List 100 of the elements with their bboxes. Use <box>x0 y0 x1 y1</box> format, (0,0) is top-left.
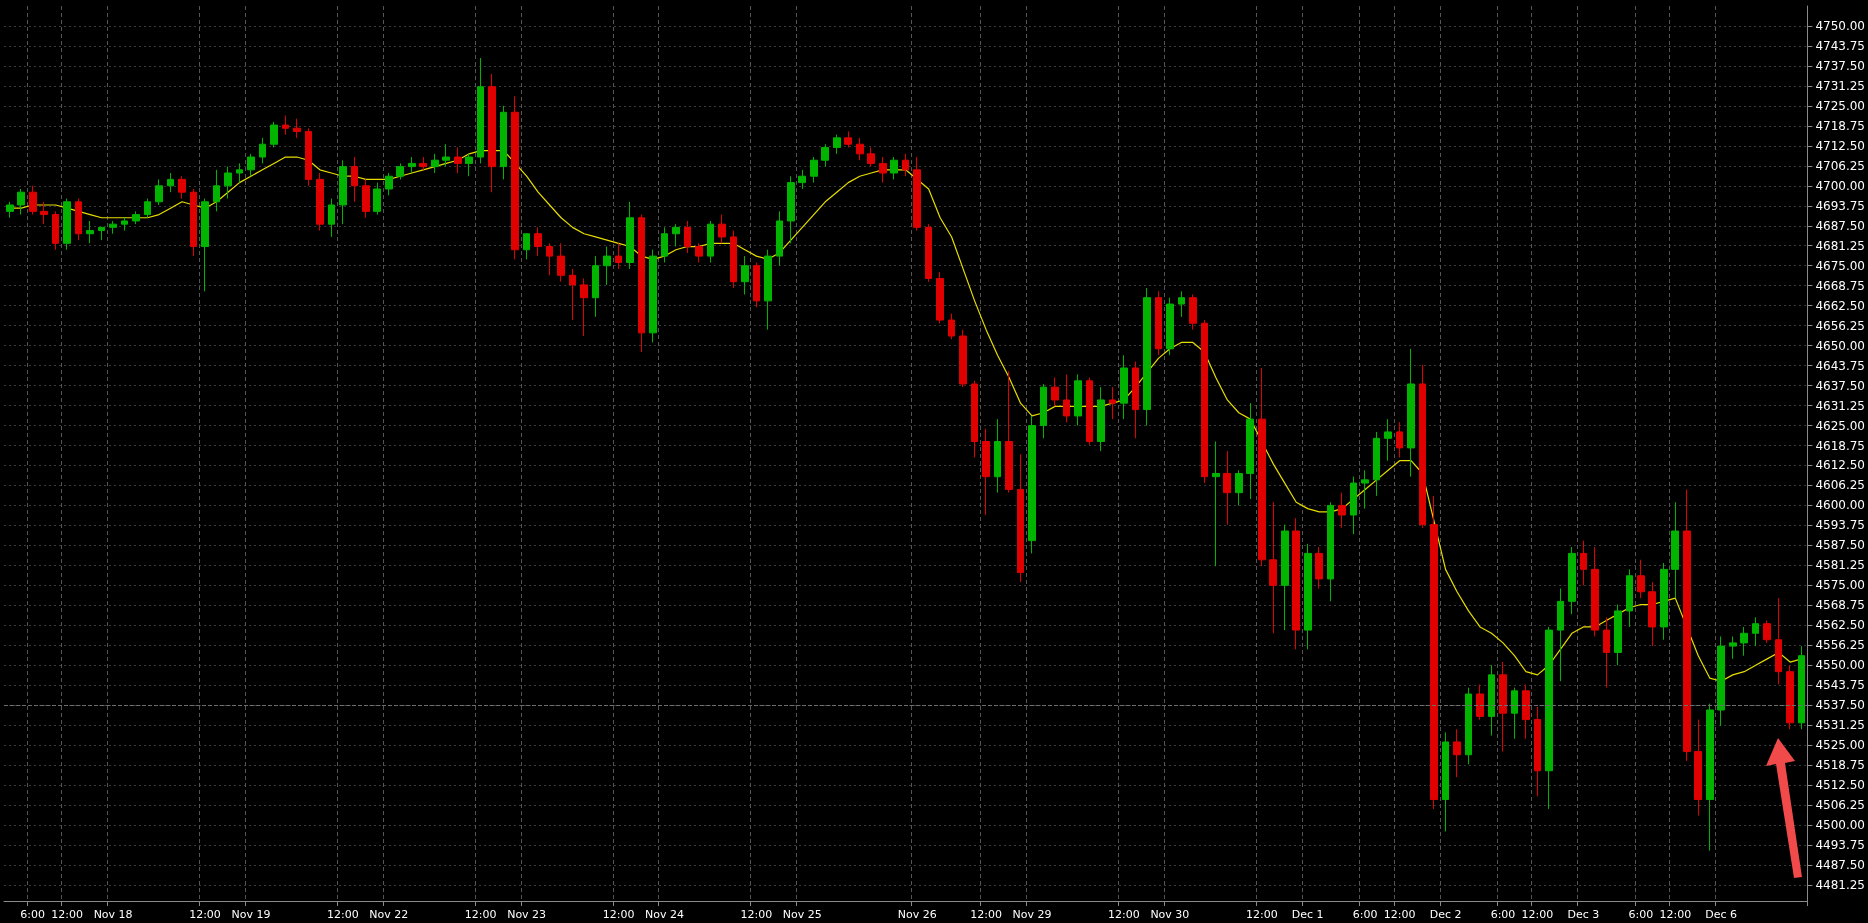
candlestick <box>902 153 909 177</box>
y-tick-label: 4506.25 <box>1815 798 1865 813</box>
y-tick-label: 4575.00 <box>1815 578 1865 593</box>
candlestick <box>408 156 416 174</box>
x-tick-label: 6:00 <box>1352 908 1378 921</box>
y-tick-label: 4550.00 <box>1815 658 1865 673</box>
candlestick <box>1557 588 1564 682</box>
candlestick <box>17 188 25 216</box>
x-tick-label: 12:00 <box>189 908 221 921</box>
x-tick-label: Dec 2 <box>1429 908 1462 921</box>
y-tick-label: 4531.25 <box>1815 718 1865 733</box>
candlestick <box>454 146 462 174</box>
candlestick <box>511 95 519 260</box>
candlestick <box>1775 597 1782 685</box>
candlestick <box>1223 450 1231 526</box>
x-tick-label: Dec 1 <box>1291 908 1324 921</box>
candlestick <box>913 156 921 232</box>
y-tick-label: 4750.00 <box>1815 18 1865 33</box>
candlestick <box>178 175 186 200</box>
candlestick <box>580 278 588 337</box>
candlestick <box>534 226 542 257</box>
candlestick <box>1120 354 1128 420</box>
candlestick <box>1361 469 1369 510</box>
y-tick-label: 4650.00 <box>1815 338 1865 353</box>
candlestick <box>396 162 404 180</box>
y-tick-label: 4562.50 <box>1815 618 1865 633</box>
candlestick <box>661 226 668 264</box>
candlestick <box>1419 364 1426 529</box>
candlestick <box>1407 348 1415 478</box>
candlestick <box>1568 546 1576 615</box>
x-tick-label: Nov 22 <box>369 908 409 921</box>
y-tick-label: 4668.75 <box>1815 278 1865 293</box>
candlestick <box>1499 661 1507 753</box>
candlestick <box>1269 501 1277 634</box>
candlestick <box>1580 540 1587 586</box>
candlestick <box>1648 581 1656 647</box>
candlestick <box>1109 386 1116 420</box>
candlestick <box>1626 568 1633 628</box>
candlestick <box>821 143 829 168</box>
candlestick <box>1763 620 1771 644</box>
candlestick <box>1614 604 1622 666</box>
candlestick <box>879 156 887 184</box>
candlestick <box>155 178 163 206</box>
candlestick <box>810 156 818 184</box>
candlestick <box>1281 524 1289 631</box>
x-tick-label: 12:00 <box>327 908 359 921</box>
candlestick <box>431 153 439 174</box>
candlestick <box>1166 297 1174 356</box>
x-tick-label: Nov 24 <box>644 908 684 921</box>
candlestick <box>959 329 967 388</box>
candlestick <box>201 198 209 292</box>
candlestick <box>1384 418 1392 462</box>
y-tick-label: 4631.25 <box>1815 398 1865 413</box>
candlestick <box>1522 683 1530 740</box>
x-tick-label: Dec 6 <box>1705 908 1738 921</box>
candlestick <box>1717 636 1725 727</box>
candlestick <box>1212 441 1220 567</box>
candlestick <box>867 146 875 168</box>
y-tick-label: 4493.75 <box>1815 838 1865 853</box>
x-tick-label: Nov 25 <box>782 908 822 921</box>
candlestick <box>1465 687 1472 765</box>
candlestick <box>98 226 105 241</box>
candlestick <box>925 223 932 283</box>
candlestick <box>1476 683 1484 721</box>
candlestick <box>1798 645 1805 730</box>
y-tick-label: 4637.50 <box>1815 378 1865 393</box>
candlestick <box>1706 703 1714 852</box>
candlestick <box>890 156 898 180</box>
candlestick <box>488 73 496 193</box>
candlestick <box>86 220 94 244</box>
candlestick <box>1315 546 1323 590</box>
x-tick-label: 12:00 <box>1108 908 1140 921</box>
y-tick-label: 4612.50 <box>1815 458 1865 473</box>
y-tick-label: 4587.50 <box>1815 538 1865 553</box>
x-tick-label: Dec 3 <box>1567 908 1600 921</box>
candlestick <box>1143 287 1151 427</box>
candlestick <box>1051 377 1059 407</box>
y-tick-label: 4625.00 <box>1815 418 1865 433</box>
x-tick-label: Nov 18 <box>93 908 133 921</box>
candlestick <box>1603 616 1610 689</box>
y-tick-label: 4568.75 <box>1815 598 1865 613</box>
candlestick <box>132 210 140 225</box>
candlestick <box>1132 361 1139 439</box>
candlestick <box>844 130 852 148</box>
candlestick <box>1373 431 1380 497</box>
candlestick <box>259 137 266 164</box>
y-tick-label: 4556.25 <box>1815 638 1865 653</box>
y-tick-label: 4600.00 <box>1815 498 1865 513</box>
candlestick <box>523 233 530 260</box>
candlestick <box>52 210 59 251</box>
candlestick <box>948 313 955 340</box>
candlestick <box>787 175 795 244</box>
candlestick <box>500 105 507 180</box>
candlestick <box>442 143 450 168</box>
y-tick-label: 4693.75 <box>1815 198 1865 213</box>
candlestick <box>1396 421 1403 458</box>
y-tick-label: 4500.00 <box>1815 818 1865 833</box>
candlestick <box>718 214 726 244</box>
candlestick <box>75 198 82 241</box>
x-tick-label: 12:00 <box>1521 908 1554 921</box>
